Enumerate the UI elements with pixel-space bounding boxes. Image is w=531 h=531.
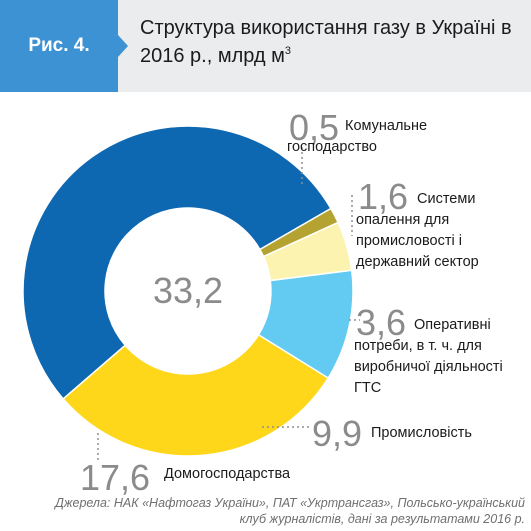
total-value: 33,2: [153, 270, 223, 311]
figure-label: Рис. 4.: [0, 0, 118, 92]
slice-5: [258, 207, 340, 258]
slice-value-5: 0,5: [289, 107, 339, 148]
chart-title-superscript: 3: [284, 45, 292, 57]
slice-value-2: 9,9: [312, 413, 362, 454]
slice-label-2: Промисловість: [371, 425, 472, 441]
slice-value-4: 1,6: [358, 176, 408, 217]
slice-label-1: Домогосподарства: [164, 466, 291, 482]
chart-title: Структура використання газу в Україні в …: [140, 14, 520, 70]
title-box: [118, 0, 531, 92]
slice-1: [22, 125, 332, 400]
slice-value-1: 17,6: [80, 457, 150, 498]
slice-label-5: Комунальне господарство: [287, 118, 427, 155]
slice-label-4: Системи опалення для промисловості і держав…: [356, 191, 479, 270]
slice-label-3: Оперативні потреби, в т. ч. для виробничої…: [354, 317, 503, 396]
title-notch: [118, 35, 128, 57]
slice-2: [62, 333, 330, 457]
slice-value-3: 3,6: [356, 302, 406, 343]
source-note: Джерела: НАК «Нафтогаз України», ПАТ «Ук…: [55, 496, 525, 526]
chart-title-main: Структура використання газу в Україні в …: [140, 17, 512, 67]
